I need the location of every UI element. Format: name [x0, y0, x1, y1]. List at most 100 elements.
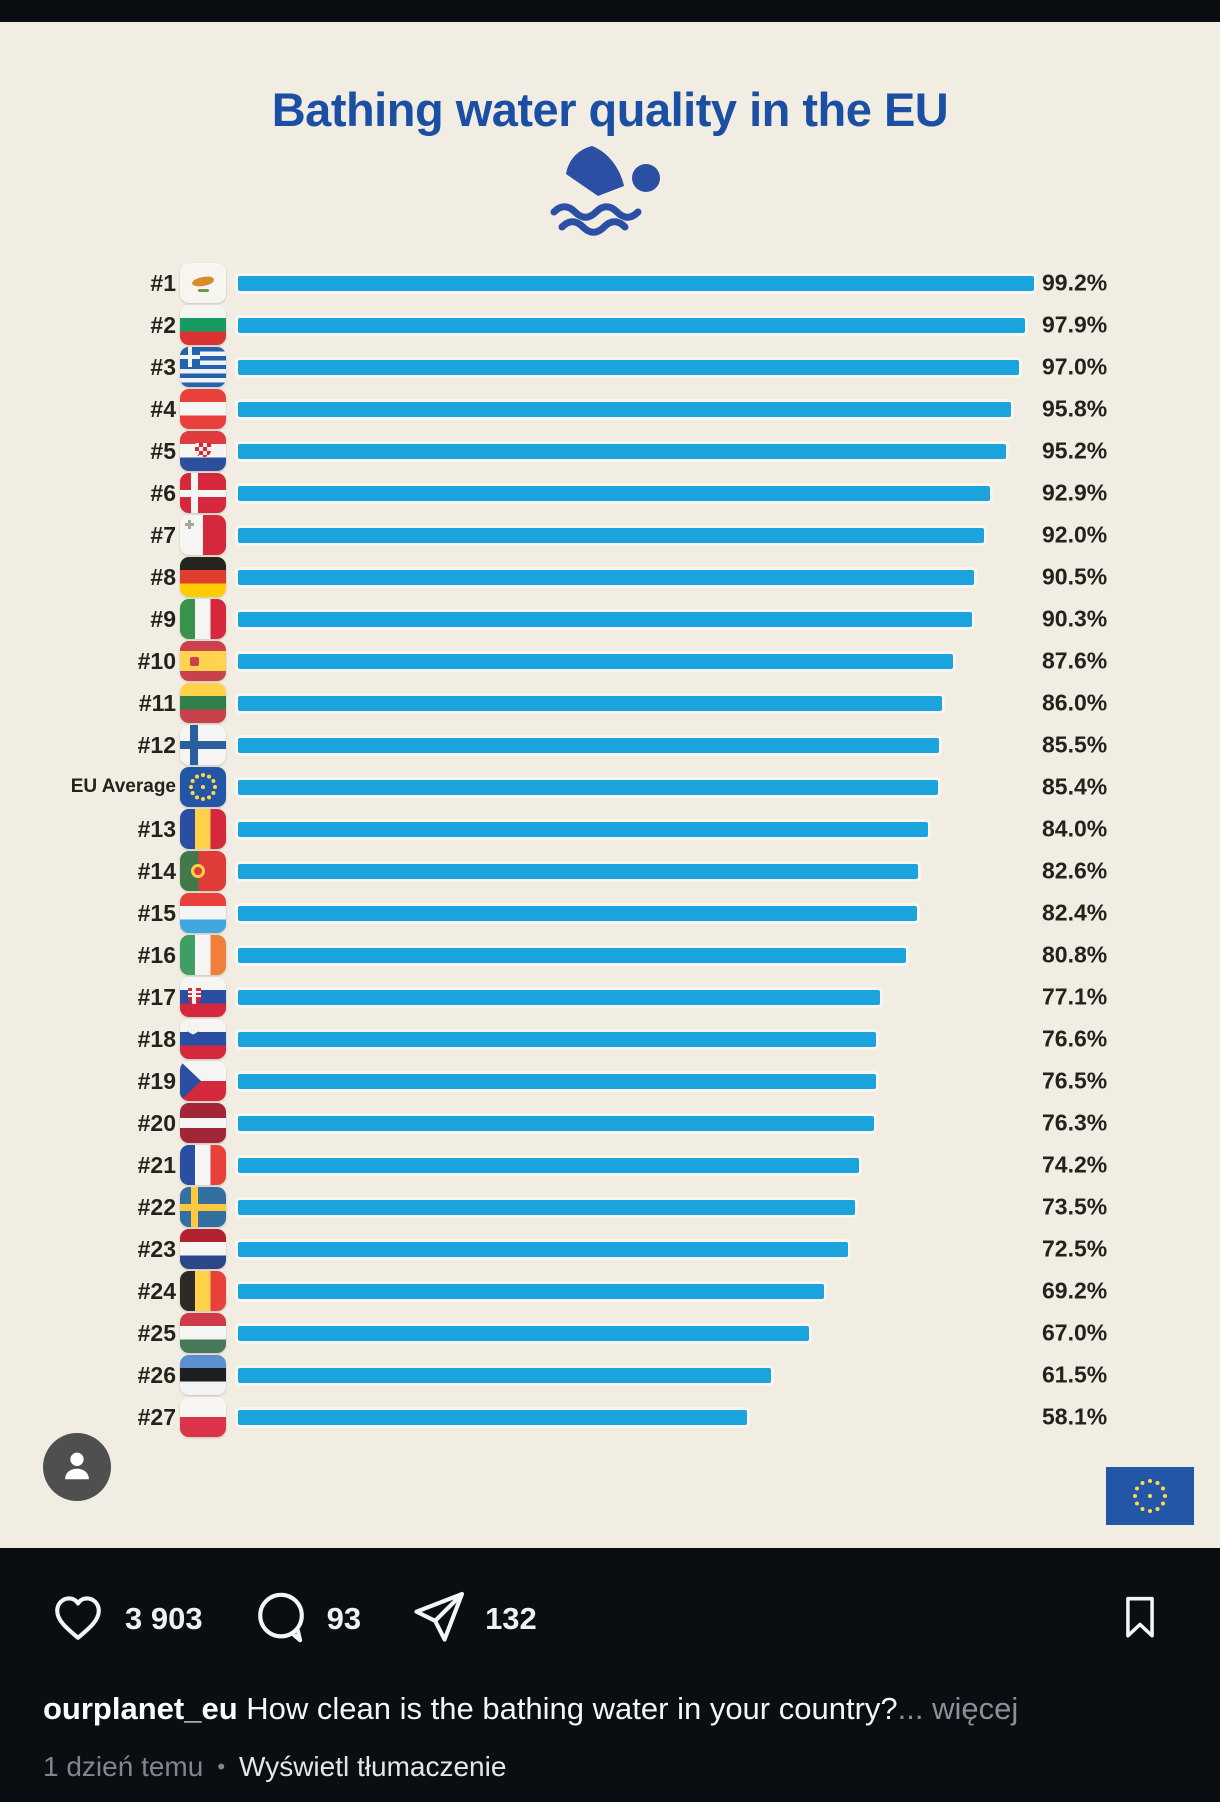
value-label: 95.8%: [1042, 395, 1108, 422]
flag-croatia-icon: [180, 431, 226, 471]
value-label: 76.5%: [1042, 1067, 1108, 1094]
chart-row: #9 90.3%: [0, 598, 1220, 640]
value-label: 97.9%: [1042, 311, 1108, 338]
rank-label: #5: [150, 437, 176, 464]
chart-title: Bathing water quality in the EU: [271, 83, 949, 136]
username-link[interactable]: ourplanet_eu: [43, 1691, 238, 1726]
rank-label: #10: [137, 647, 176, 674]
flag-malta-icon: [180, 515, 226, 555]
rank-label: #19: [137, 1067, 176, 1094]
like-count: 3 903: [125, 1600, 203, 1636]
person-icon: [58, 1446, 96, 1489]
value-bar: [238, 1283, 824, 1299]
value-label: 82.4%: [1042, 899, 1108, 926]
value-bar: [238, 695, 942, 711]
flag-portugal-icon: [180, 851, 226, 891]
value-label: 58.1%: [1042, 1403, 1108, 1430]
rank-label: #21: [137, 1151, 176, 1178]
rank-label: #11: [138, 689, 176, 716]
flag-hungary-icon: [180, 1313, 226, 1353]
caption-text: How clean is the bathing water in your c…: [246, 1691, 898, 1726]
chart-row: #14 82.6%: [0, 850, 1220, 892]
like-button[interactable]: [47, 1588, 109, 1649]
chart-row: #25 67.0%: [0, 1312, 1220, 1354]
chart-row: #22 73.5%: [0, 1186, 1220, 1228]
value-bar: [238, 359, 1019, 375]
value-label: 76.3%: [1042, 1109, 1108, 1136]
chart-row: #17 77.1%: [0, 976, 1220, 1018]
chart-row: #3 97.0%: [0, 346, 1220, 388]
comment-button[interactable]: [251, 1588, 311, 1649]
flag-belgium-icon: [180, 1271, 226, 1311]
rank-label: #18: [137, 1025, 176, 1052]
comment-group: 93: [251, 1588, 361, 1649]
value-bar: [238, 401, 1011, 417]
chart-row: #1 99.2%: [0, 262, 1220, 304]
chart-row: #6 92.9%: [0, 472, 1220, 514]
flag-spain-icon: [180, 641, 226, 681]
value-label: 86.0%: [1042, 689, 1108, 716]
flag-luxembourg-icon: [180, 893, 226, 933]
bookmark-button[interactable]: [1115, 1588, 1165, 1649]
rank-label: #1: [150, 269, 176, 296]
value-label: 97.0%: [1042, 353, 1108, 380]
rank-label: #2: [150, 311, 176, 338]
rank-label: EU Average: [70, 776, 176, 797]
timestamp: 1 dzień temu: [43, 1751, 204, 1782]
flag-latvia-icon: [180, 1103, 226, 1143]
value-bar: [238, 737, 939, 753]
chart-row: #5 95.2%: [0, 430, 1220, 472]
paper-plane-icon: [409, 1591, 469, 1649]
chart-row: #24 69.2%: [0, 1270, 1220, 1312]
share-group: 132: [409, 1588, 537, 1649]
value-bar: [238, 1115, 874, 1131]
rank-label: #9: [150, 605, 176, 632]
chart-row: EU Average 85.4%: [0, 766, 1220, 808]
rank-label: #3: [150, 353, 176, 380]
value-label: 95.2%: [1042, 437, 1108, 464]
value-bar: [238, 1199, 855, 1215]
rank-label: #15: [137, 899, 176, 926]
meta-separator: •: [217, 1754, 226, 1779]
value-bar: [238, 569, 974, 585]
instagram-action-panel: 3 903 93: [0, 1548, 1220, 1802]
caption-ellipsis: ...: [897, 1691, 924, 1726]
value-bar: [238, 527, 984, 543]
value-label: 99.2%: [1042, 269, 1108, 296]
flag-poland-icon: [180, 1397, 226, 1437]
value-bar: [238, 1409, 747, 1425]
chart-row: #19 76.5%: [0, 1060, 1220, 1102]
value-bar: [238, 317, 1025, 333]
rank-label: #14: [137, 857, 176, 884]
heart-icon: [47, 1596, 109, 1649]
rank-label: #27: [137, 1403, 176, 1430]
flag-cyprus-icon: [180, 263, 226, 303]
action-bar: 3 903 93: [47, 1588, 1170, 1649]
flag-slovakia-icon: [180, 977, 226, 1017]
value-bar: [238, 275, 1034, 291]
flag-finland-icon: [180, 725, 226, 765]
value-bar: [238, 1367, 771, 1383]
value-label: 76.6%: [1042, 1025, 1108, 1052]
rank-label: #8: [150, 563, 176, 590]
flag-austria-icon: [180, 389, 226, 429]
share-icon-button[interactable]: [409, 1588, 469, 1649]
more-link[interactable]: więcej: [932, 1691, 1019, 1726]
flag-italy-icon: [180, 599, 226, 639]
chart-row: #10 87.6%: [0, 640, 1220, 682]
rank-label: #23: [137, 1235, 176, 1262]
eu-flag-logo: [1106, 1467, 1194, 1525]
flag-greece-icon: [180, 347, 226, 387]
chart-row: #27 58.1%: [0, 1396, 1220, 1438]
value-label: 90.3%: [1042, 605, 1108, 632]
translate-link[interactable]: Wyświetl tłumaczenie: [239, 1751, 507, 1782]
value-bar: [238, 485, 990, 501]
like-group: 3 903: [47, 1588, 203, 1649]
chart-row: #8 90.5%: [0, 556, 1220, 598]
value-bar: [238, 863, 918, 879]
caption: ourplanet_eu How clean is the bathing wa…: [43, 1688, 1170, 1730]
value-bar: [238, 947, 906, 963]
chart-row: #16 80.8%: [0, 934, 1220, 976]
chart-row: #21 74.2%: [0, 1144, 1220, 1186]
rank-label: #16: [137, 941, 176, 968]
